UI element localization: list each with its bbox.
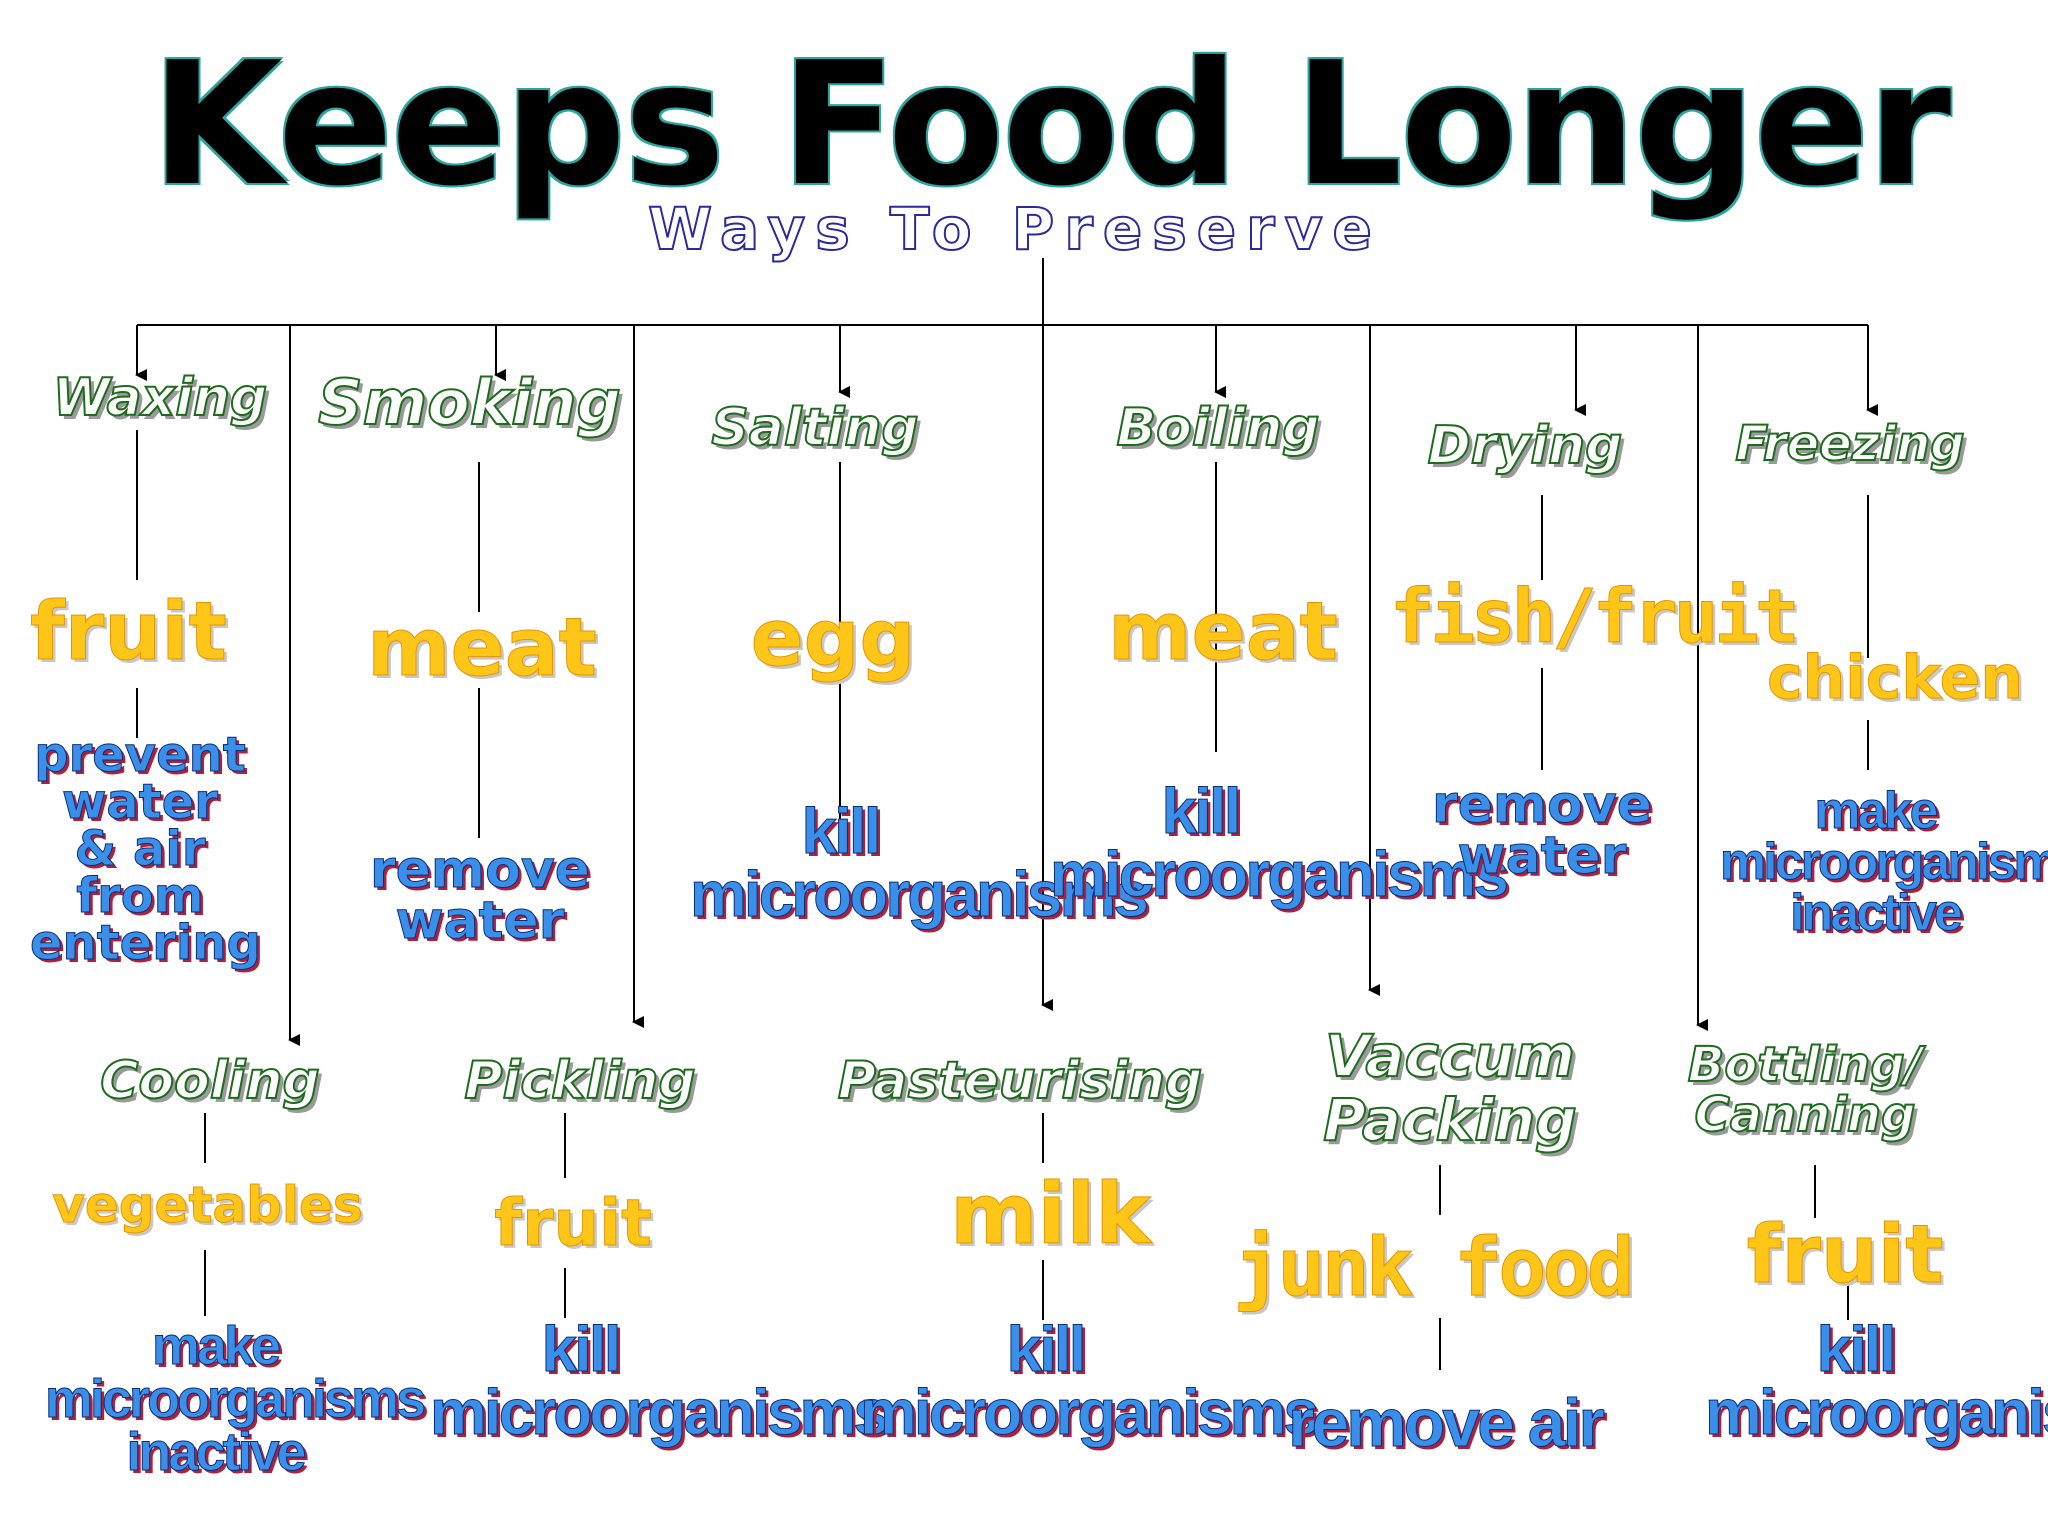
method-cooling: Cooling: [99, 1051, 321, 1111]
method-waxing: Waxing: [52, 368, 269, 428]
effect-line: microorganisms: [1705, 1375, 2048, 1448]
food-freezing: chicken: [1766, 643, 2024, 713]
method-smoking: Smoking: [317, 366, 622, 439]
effect-line: from: [76, 868, 205, 925]
food-cooling: vegetables: [52, 1176, 363, 1234]
method-pasteurising: Pasteurising: [837, 1051, 1203, 1111]
food-smoking: meat: [367, 601, 598, 694]
effect-line: kill: [1006, 1313, 1087, 1385]
method-bottling-canning: Bottling/ Canning: [1650, 1037, 1960, 1144]
method-line: Packing: [1322, 1085, 1578, 1154]
effect-cooling: make microorganisms inactive: [45, 1316, 427, 1482]
method-line: Bottling/: [1687, 1037, 1923, 1093]
food-vaccum-packing: junk food: [1233, 1221, 1635, 1314]
effect-smoking: remove water: [335, 840, 625, 951]
food-bottling-canning: fruit: [1746, 1208, 1944, 1301]
subtitle: Ways To Preserve: [647, 195, 1382, 263]
effect-line: water: [395, 890, 565, 951]
effect-pickling: kill microorganisms: [430, 1313, 890, 1448]
effect-line: microorganisms: [690, 857, 1150, 930]
food-drying: fish/fruit: [1390, 574, 1801, 660]
food-salting: egg: [750, 594, 916, 684]
effect-waxing: prevent water & air from entering: [30, 727, 262, 972]
effect-line: remove air: [1288, 1385, 1606, 1461]
food-pasteurising: milk: [950, 1165, 1152, 1263]
method-salting: Salting: [710, 398, 919, 458]
effect-line: entering: [30, 915, 262, 972]
food-boiling: meat: [1108, 585, 1339, 678]
effect-line: & air: [74, 821, 206, 878]
effect-line: kill: [1161, 775, 1242, 847]
effect-line: make: [151, 1316, 281, 1376]
method-freezing: Freezing: [1734, 416, 1965, 472]
food-waxing: fruit: [30, 585, 228, 678]
method-boiling: Boiling: [1115, 398, 1320, 458]
effect-line: inactive: [126, 1421, 307, 1482]
food-pickling: fruit: [494, 1187, 653, 1261]
effect-line: water: [62, 774, 219, 831]
effect-freezing: make microorganisms inactive: [1720, 782, 2048, 942]
effect-line: prevent: [34, 727, 247, 783]
effect-vaccum-packing: remove air: [1275, 1385, 1615, 1461]
method-drying: Drying: [1427, 416, 1624, 476]
effect-line: inactive: [1790, 883, 1964, 942]
method-line: Canning: [1694, 1087, 1917, 1144]
effect-line: kill: [541, 1313, 622, 1385]
effect-line: kill: [1816, 1313, 1897, 1385]
effect-line: water: [1457, 825, 1627, 886]
effect-boiling: kill microorganisms: [1050, 775, 1510, 910]
method-pickling: Pickling: [463, 1051, 696, 1111]
effect-line: microorganisms: [1050, 837, 1510, 910]
method-vaccum-packing: Vaccum Packing: [1290, 1022, 1610, 1154]
effect-pasteurising: kill microorganisms: [860, 1313, 1320, 1448]
effect-line: microorganisms: [45, 1368, 427, 1429]
effect-line: remove: [1432, 775, 1653, 835]
effect-line: microorganisms: [1720, 832, 2048, 891]
method-line: Vaccum: [1324, 1022, 1576, 1090]
effect-line: kill: [801, 795, 882, 867]
effect-line: microorganisms: [430, 1375, 890, 1448]
page-title: Keeps Food Longer: [150, 26, 1951, 224]
effect-drying: remove water: [1392, 775, 1692, 886]
effect-salting: kill microorganisms: [690, 795, 1150, 930]
effect-bottling-canning: kill microorganisms: [1705, 1313, 2048, 1448]
effect-line: microorganisms: [860, 1375, 1320, 1448]
effect-line: make: [1814, 782, 1939, 840]
effect-line: remove: [370, 840, 591, 900]
